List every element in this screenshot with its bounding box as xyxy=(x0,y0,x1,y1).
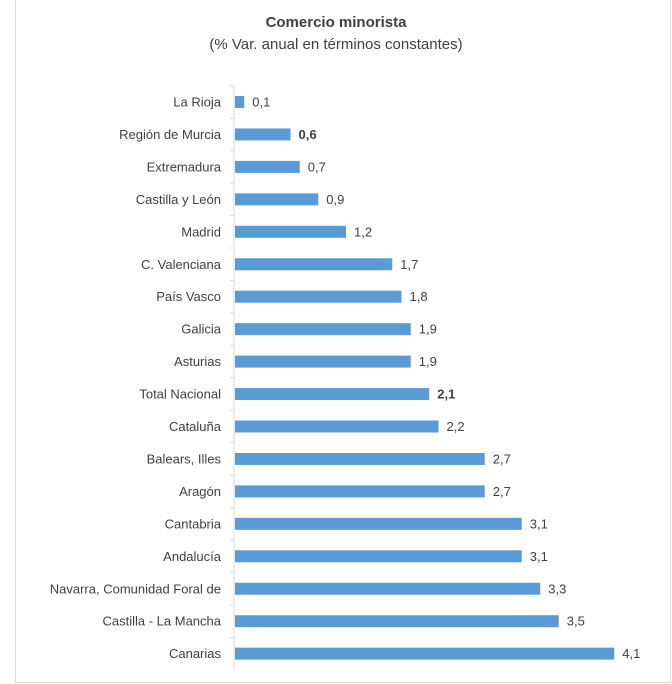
bar xyxy=(235,355,411,368)
category-label: Cataluña xyxy=(169,419,222,434)
value-label: 0,6 xyxy=(299,127,317,142)
value-label: 1,8 xyxy=(410,289,428,304)
value-label: 0,9 xyxy=(326,192,344,207)
bar xyxy=(235,128,291,141)
value-label: 1,9 xyxy=(419,354,437,369)
category-label: Castilla - La Mancha xyxy=(103,614,222,629)
category-label: Madrid xyxy=(181,224,221,239)
bar xyxy=(235,615,559,628)
value-label: 2,1 xyxy=(437,387,455,402)
category-label: Región de Murcia xyxy=(119,127,222,142)
chart-title: Comercio minorista xyxy=(265,14,407,31)
category-label: Canarias xyxy=(169,646,222,661)
bar xyxy=(235,258,393,271)
category-label: Castilla y León xyxy=(136,192,221,207)
value-label: 1,2 xyxy=(354,224,372,239)
value-label: 3,5 xyxy=(567,614,585,629)
bar xyxy=(235,485,485,498)
bar xyxy=(235,517,522,530)
bar xyxy=(235,160,300,173)
bar xyxy=(235,452,485,465)
category-label: Balears, Illes xyxy=(147,451,222,466)
category-label: Total Nacional xyxy=(139,387,221,402)
bar xyxy=(235,96,245,108)
category-label: La Rioja xyxy=(173,95,221,110)
bar xyxy=(235,420,439,433)
value-label: 2,2 xyxy=(447,419,465,434)
chart-subtitle: (% Var. anual en términos constantes) xyxy=(209,36,463,53)
bar xyxy=(235,647,615,660)
chart-frame xyxy=(15,0,671,683)
category-label: Cantabria xyxy=(165,516,222,531)
category-label: Andalucía xyxy=(163,549,222,564)
value-label: 3,3 xyxy=(548,581,566,596)
category-label: C. Valenciana xyxy=(141,257,222,272)
bar xyxy=(235,225,346,238)
bar xyxy=(235,193,319,206)
value-label: 2,7 xyxy=(493,451,511,466)
category-label: País Vasco xyxy=(156,289,221,304)
bar xyxy=(235,290,402,303)
category-label: Navarra, Comunidad Foral de xyxy=(50,581,221,596)
category-label: Extremadura xyxy=(147,159,222,174)
value-label: 3,1 xyxy=(530,549,548,564)
category-label: Aragón xyxy=(179,484,221,499)
value-label: 0,7 xyxy=(308,159,326,174)
value-label: 3,1 xyxy=(530,516,548,531)
category-label: Galicia xyxy=(181,322,222,337)
category-label: Asturias xyxy=(174,354,221,369)
bar xyxy=(235,582,541,595)
bar xyxy=(235,388,430,401)
value-label: 4,1 xyxy=(622,646,640,661)
bar xyxy=(235,323,411,336)
value-label: 1,9 xyxy=(419,322,437,337)
value-label: 2,7 xyxy=(493,484,511,499)
bar xyxy=(235,550,522,563)
value-label: 1,7 xyxy=(400,257,418,272)
value-label: 0,1 xyxy=(252,95,270,110)
